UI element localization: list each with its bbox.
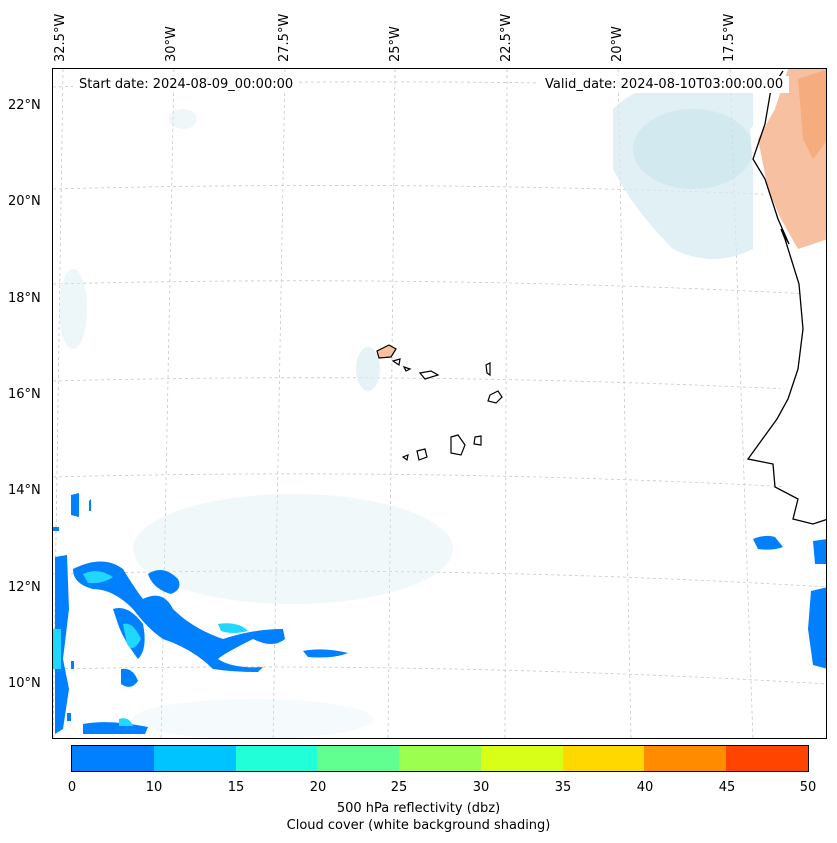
lat-label-20n: 20°N xyxy=(8,194,41,209)
colorbar-segment-8 xyxy=(726,746,809,771)
reflectivity-southwest-core xyxy=(53,571,248,726)
colorbar-tick-20: 20 xyxy=(309,780,327,795)
cloud-cover-shading xyxy=(59,77,753,738)
lon-label-30w: 30°W xyxy=(164,26,179,62)
colorbar-segment-0 xyxy=(72,746,154,771)
lon-label-25w: 25°W xyxy=(388,26,403,62)
colorbar-tick-0: 0 xyxy=(67,780,77,795)
cape-verde-islands xyxy=(376,344,503,462)
reflectivity-colorbar xyxy=(71,745,809,772)
colorbar-tick-35: 35 xyxy=(554,780,572,795)
valid-date-label: Valid_date: 2024-08-10T03:00:00.00 xyxy=(539,76,790,93)
lon-label-27-5w: 27.5°W xyxy=(277,13,292,62)
coastline xyxy=(746,70,826,525)
lat-label-18n: 18°N xyxy=(8,291,41,306)
lat-label-16n: 16°N xyxy=(8,387,41,402)
map-canvas xyxy=(53,69,826,738)
map-panel xyxy=(52,68,827,739)
colorbar-tick-25: 25 xyxy=(390,780,408,795)
lat-label-12n: 12°N xyxy=(8,580,41,595)
colorbar-tick-45: 45 xyxy=(718,780,736,795)
colorbar-tick-15: 15 xyxy=(227,780,245,795)
colorbar-segment-5 xyxy=(480,746,563,771)
colorbar-segment-6 xyxy=(562,746,645,771)
colorbar-label-line1: 500 hPa reflectivity (dbz) xyxy=(336,801,501,816)
lon-label-20w: 20°W xyxy=(610,26,625,62)
colorbar-segment-7 xyxy=(644,746,727,771)
reflectivity-southwest xyxy=(53,493,348,734)
reflectivity-southeast xyxy=(753,535,826,669)
colorbar-tick-40: 40 xyxy=(636,780,654,795)
colorbar-label-line2: Cloud cover (white background shading) xyxy=(286,818,551,833)
lat-label-10n: 10°N xyxy=(8,676,41,691)
desert-warm-shading-2 xyxy=(798,69,826,159)
start-date-label: Start date: 2024-08-09_00:00:00 xyxy=(73,76,300,93)
colorbar-segment-4 xyxy=(399,746,481,771)
lon-label-17-5w: 17.5°W xyxy=(722,13,737,62)
colorbar-segment-2 xyxy=(235,746,318,771)
colorbar-segment-1 xyxy=(153,746,236,771)
lon-label-22-5w: 22.5°W xyxy=(499,13,514,62)
lon-label-32-5w: 32.5°W xyxy=(53,13,68,62)
colorbar-tick-10: 10 xyxy=(145,780,163,795)
lat-label-22n: 22°N xyxy=(8,98,41,113)
colorbar-segment-3 xyxy=(317,746,400,771)
colorbar-tick-50: 50 xyxy=(799,780,817,795)
colorbar-tick-30: 30 xyxy=(472,780,490,795)
lat-label-14n: 14°N xyxy=(8,483,41,498)
